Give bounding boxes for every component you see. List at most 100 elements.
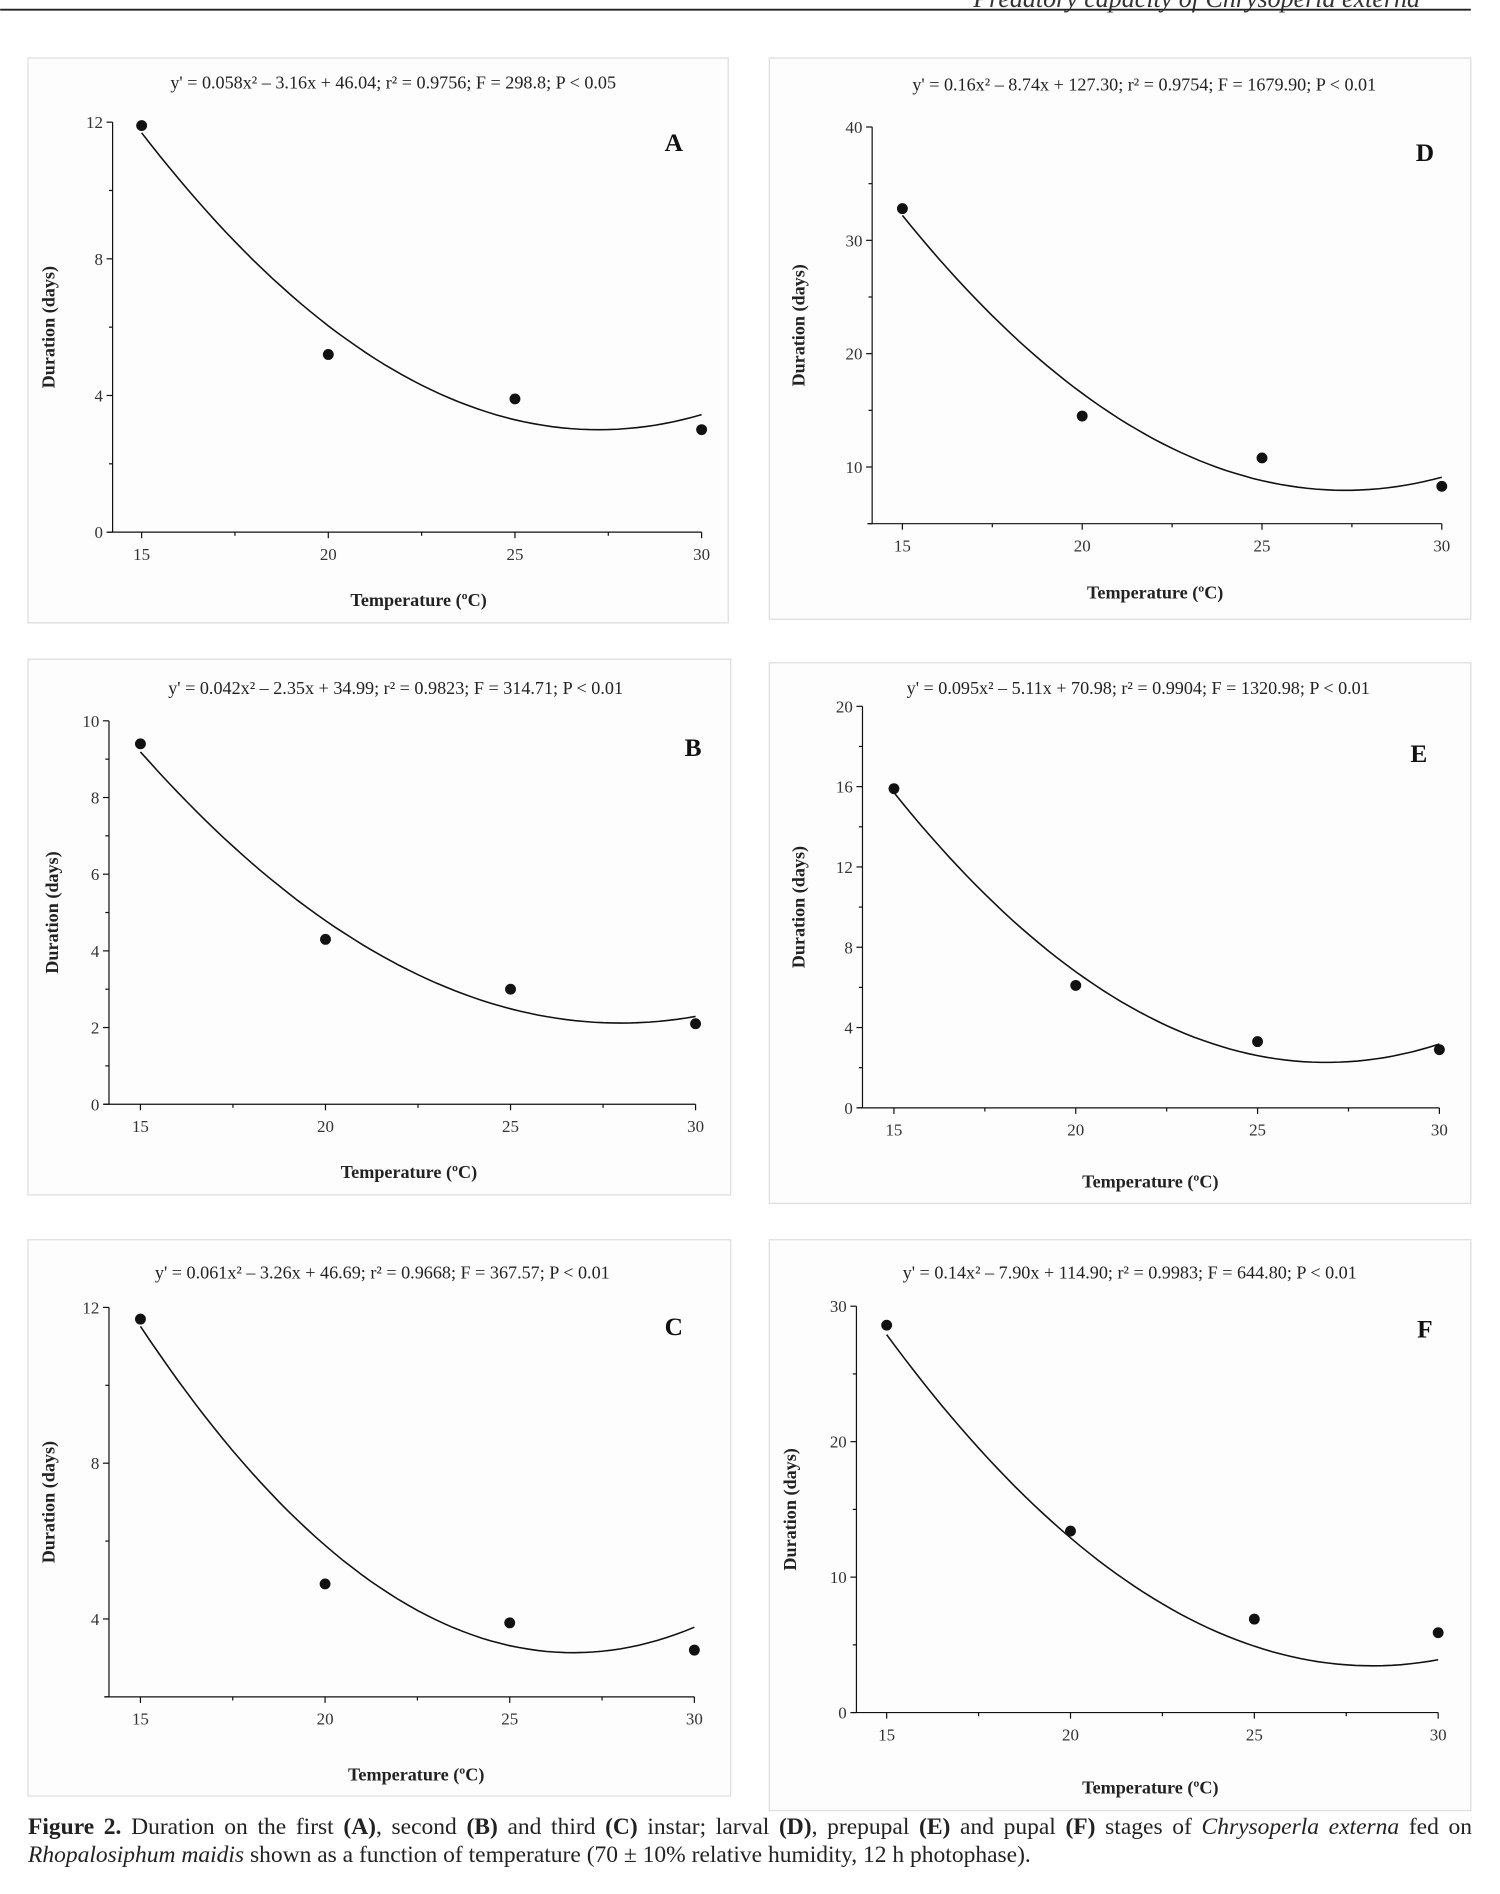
caption-text: (C) <box>605 1814 638 1840</box>
chart-panel-d: 10 20 30 40 15 20 25 30 Temperature (ºC) Duration… <box>768 57 1472 620</box>
caption-text: (A) <box>343 1814 376 1840</box>
panel-frame <box>768 57 1472 620</box>
x-tick-label: 30 <box>1433 537 1450 556</box>
y-tick-label: 10 <box>830 1568 847 1587</box>
fit-curve <box>886 1334 1439 1667</box>
caption-text: stages of <box>1095 1814 1202 1840</box>
y-tick-label: 0 <box>91 1095 99 1114</box>
data-point <box>322 349 334 360</box>
y-tick-label: 4 <box>91 942 100 961</box>
panel-letter: B <box>685 734 702 762</box>
data-point <box>504 1617 516 1629</box>
x-tick-label: 20 <box>1067 1121 1084 1140</box>
data-point <box>1432 1627 1444 1639</box>
data-point <box>1065 1525 1076 1537</box>
caption-text: and third <box>497 1814 606 1840</box>
x-tick-label: 20 <box>317 1117 334 1136</box>
x-tick-label: 30 <box>687 1117 704 1136</box>
chart-panel-f: 0 10 20 30 15 20 25 30 Temperature (ºC) Duration … <box>768 1239 1472 1812</box>
x-axis-label: Temperature (ºC) <box>348 1764 484 1785</box>
y-tick-label: 4 <box>94 387 103 406</box>
x-tick-label: 25 <box>507 545 524 564</box>
y-tick-label: 10 <box>82 712 99 731</box>
caption-text: Rhopalosiphum maidis <box>28 1842 245 1868</box>
x-tick-label: 30 <box>693 545 710 564</box>
x-tick-label: 25 <box>1249 1121 1266 1140</box>
fit-curve <box>901 214 1443 492</box>
y-axis-label: Duration (days) <box>780 1448 801 1570</box>
data-point <box>509 393 521 405</box>
caption-text: and pupal <box>950 1814 1066 1840</box>
x-tick-label: 15 <box>132 1117 149 1136</box>
caption-text: fed on <box>1399 1814 1472 1840</box>
chart-panel-c: 4 8 12 15 20 25 30 Temperature (ºC) Duration (da… <box>27 1239 732 1797</box>
caption-text: (E) <box>919 1814 951 1840</box>
chart-panel-a: 0 4 8 12 15 20 25 30 Temperature (ºC) Duration (d… <box>27 57 729 624</box>
data-point <box>881 1319 893 1331</box>
x-tick-label: 15 <box>878 1725 895 1744</box>
x-tick-label: 15 <box>885 1121 902 1140</box>
panel-frame <box>768 1239 1472 1812</box>
x-axis-label: Temperature (ºC) <box>341 1162 477 1183</box>
y-tick-label: 8 <box>844 938 852 957</box>
x-axis-label: Temperature (ºC) <box>1082 1172 1218 1193</box>
caption-text: Chrysoperla externa <box>1201 1814 1400 1840</box>
data-point <box>134 1313 146 1325</box>
data-point <box>896 203 908 215</box>
y-tick-label: 4 <box>844 1019 853 1038</box>
data-point <box>688 1644 700 1656</box>
x-tick-label: 20 <box>320 545 337 564</box>
caption-text: (F) <box>1065 1814 1096 1840</box>
y-axis-label: Duration (days) <box>788 846 809 968</box>
y-tick-label: 8 <box>94 250 102 269</box>
data-point <box>1070 979 1082 991</box>
y-tick-label: 20 <box>830 1433 847 1452</box>
data-point <box>319 1578 331 1590</box>
y-tick-label: 10 <box>846 458 863 477</box>
regression-equation: y' = 0.16x² – 8.74x + 127.30; r² = 0.975… <box>912 75 1376 95</box>
y-axis-label: Duration (days) <box>788 264 809 386</box>
data-point <box>1076 410 1088 422</box>
panel-letter: A <box>665 129 684 157</box>
x-tick-label: 15 <box>894 537 911 556</box>
data-point <box>1256 452 1268 464</box>
y-tick-label: 6 <box>91 865 99 884</box>
panel-letter: F <box>1417 1316 1433 1344</box>
x-tick-label: 25 <box>1246 1725 1263 1744</box>
y-tick-label: 30 <box>846 231 863 250</box>
panel-letter: E <box>1410 740 1427 768</box>
chart-panel-b: 0 2 4 6 8 10 15 20 25 30 Temperature (ºC) Duration … <box>27 658 732 1196</box>
y-tick-label: 0 <box>838 1704 846 1723</box>
x-tick-label: 30 <box>686 1710 703 1729</box>
y-axis-label: Duration (days) <box>42 851 63 973</box>
caption-text: , second <box>376 1814 467 1840</box>
x-tick-label: 20 <box>317 1710 334 1729</box>
x-axis-label: Temperature (ºC) <box>1087 583 1223 604</box>
fit-curve <box>141 132 702 431</box>
y-tick-label: 40 <box>846 118 863 137</box>
y-tick-label: 12 <box>836 858 853 877</box>
caption-text: Duration on the first <box>121 1814 344 1840</box>
panel-frame <box>27 57 729 624</box>
panel-frame <box>768 662 1472 1205</box>
x-tick-label: 25 <box>502 1117 519 1136</box>
y-tick-label: 12 <box>82 1298 99 1317</box>
x-tick-label: 30 <box>1430 1725 1447 1744</box>
data-point <box>136 120 148 132</box>
y-tick-label: 4 <box>91 1610 100 1629</box>
regression-equation: y' = 0.042x² – 2.35x + 34.99; r² = 0.982… <box>168 678 623 698</box>
x-tick-label: 25 <box>501 1710 518 1729</box>
data-point <box>320 933 331 945</box>
y-tick-label: 16 <box>836 778 853 797</box>
x-tick-label: 25 <box>1254 537 1271 556</box>
fit-curve <box>139 751 696 1024</box>
regression-equation: y' = 0.14x² – 7.90x + 114.90; r² = 0.998… <box>903 1262 1357 1282</box>
x-axis-label: Temperature (ºC) <box>350 590 486 611</box>
y-tick-label: 20 <box>836 697 853 716</box>
y-tick-label: 8 <box>91 789 99 808</box>
panel-letter: C <box>665 1313 683 1341</box>
y-axis-label: Duration (days) <box>39 1441 60 1563</box>
caption-text: (D) <box>778 1814 812 1840</box>
y-tick-label: 12 <box>86 113 103 132</box>
